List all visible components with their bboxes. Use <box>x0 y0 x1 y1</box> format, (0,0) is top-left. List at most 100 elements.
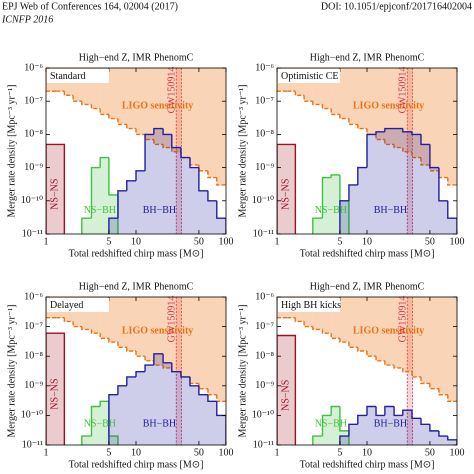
sensitivity-fill <box>348 68 358 125</box>
sensitivity-line <box>108 114 118 120</box>
y-tick-label: 10⁻⁶ <box>24 62 43 73</box>
sensitivity-fill <box>438 297 448 395</box>
y-axis-label: Merger rate density [Mpc⁻³ yr⁻¹] <box>237 305 248 438</box>
bin-outline <box>207 190 217 202</box>
bin-fill <box>189 385 199 445</box>
bin-fill <box>376 415 385 445</box>
y-axis-label: Merger rate density [Mpc⁻³ yr⁻¹] <box>237 85 248 218</box>
bin-fill <box>171 371 181 445</box>
sensitivity-fill <box>198 68 208 171</box>
bin-outline <box>153 127 164 135</box>
bin-fill <box>277 335 296 445</box>
bin-outline <box>126 376 136 386</box>
series-label: NS−BH <box>84 205 116 216</box>
sensitivity-fill <box>145 68 154 140</box>
sensitivity-line <box>312 101 323 106</box>
bin-outline <box>339 200 349 234</box>
bin-outline <box>420 134 430 146</box>
bin-fill <box>189 167 199 234</box>
bin-fill <box>117 385 127 445</box>
series-label: LIGO sensitivity <box>353 325 424 336</box>
sensitivity-fill <box>304 68 313 102</box>
sensitivity-line <box>402 147 412 153</box>
bin-outline <box>144 364 154 372</box>
sensitivity-fill <box>117 68 127 125</box>
sensitivity-line <box>330 108 340 116</box>
bin-fill <box>402 131 412 234</box>
bin-fill <box>367 406 377 445</box>
sensitivity-line <box>294 317 305 323</box>
bin-fill <box>136 170 146 234</box>
y-tick-label: 10⁻⁸ <box>24 350 43 361</box>
sensitivity-line <box>348 118 358 126</box>
bin-outline <box>384 405 395 416</box>
sensitivity-fill <box>384 297 395 366</box>
label-box <box>278 298 340 312</box>
plot <box>277 68 457 234</box>
sensitivity-line <box>411 151 421 159</box>
sensitivity-line <box>429 383 439 390</box>
band-label: GW150914 <box>167 67 178 114</box>
x-tick-label: 50 <box>194 236 204 247</box>
sensitivity-fill <box>73 68 82 102</box>
x-tick-label: 100 <box>219 447 234 458</box>
sensitivity-fill <box>447 297 457 402</box>
bin-outline <box>46 332 66 445</box>
x-tick-label: 5 <box>106 236 111 247</box>
conference: ICNFP 2016 <box>1 14 53 25</box>
bin-fill <box>46 144 65 234</box>
x-axis-label: Total redshifted chirp mass [M⊙] <box>300 248 435 259</box>
sensitivity-line <box>162 144 172 149</box>
bin-fill <box>100 401 109 445</box>
sensitivity-line <box>384 360 395 366</box>
sensitivity-fill <box>171 68 181 152</box>
series-label: NS−NS <box>280 380 291 411</box>
bin-fill <box>438 200 448 234</box>
bin-outline <box>153 353 164 366</box>
bin-outline <box>411 410 421 419</box>
x-tick-label: 100 <box>450 236 465 247</box>
sensitivity-line <box>411 371 421 378</box>
sensitivity-line <box>90 104 101 110</box>
series-label: NS−NS <box>280 179 291 210</box>
bin-fill <box>180 376 190 445</box>
bin-outline <box>162 128 172 136</box>
sensitivity-line <box>135 128 146 136</box>
y-tick-label: 10⁻⁸ <box>255 129 274 140</box>
band-label: GW150914 <box>167 296 178 343</box>
x-tick-label: 1 <box>44 236 49 247</box>
y-tick-label: 10⁻¹¹ <box>22 228 43 239</box>
sensitivity-fill <box>367 297 377 357</box>
sensitivity-line <box>144 356 154 362</box>
sensitivity-fill <box>322 297 332 334</box>
sensitivity-fill <box>367 68 377 135</box>
bin-outline <box>189 157 199 169</box>
sensitivity-fill <box>376 68 385 140</box>
y-tick-label: 10⁻⁹ <box>255 162 274 173</box>
sensitivity-fill <box>394 297 403 368</box>
sensitivity-fill <box>145 297 154 361</box>
series-label: NS−BH <box>84 419 116 430</box>
sensitivity-line <box>357 347 367 352</box>
sensitivity-line <box>357 124 367 130</box>
bin-fill <box>81 436 92 445</box>
sensitivity-line <box>207 170 217 179</box>
sensitivity-fill <box>402 297 412 372</box>
y-tick-label: 10⁻¹¹ <box>22 439 43 450</box>
sensitivity-fill <box>394 68 403 148</box>
x-tick-label: 10 <box>131 236 141 247</box>
sensitivity-fill <box>100 297 109 339</box>
panel-title: High−end Z, IMR PhenomC <box>310 52 425 63</box>
bin-fill <box>126 180 136 234</box>
bin-outline <box>357 166 367 185</box>
bin-outline <box>321 176 332 219</box>
bin-fill <box>339 200 349 234</box>
bin-fill <box>411 134 421 234</box>
bin-outline <box>429 144 439 169</box>
x-tick-label: 100 <box>450 447 465 458</box>
bin-outline <box>348 184 358 201</box>
sensitivity-fill <box>216 297 226 402</box>
sensitivity-fill <box>312 68 323 105</box>
sensitivity-line <box>117 118 127 126</box>
bin-fill <box>81 218 92 234</box>
